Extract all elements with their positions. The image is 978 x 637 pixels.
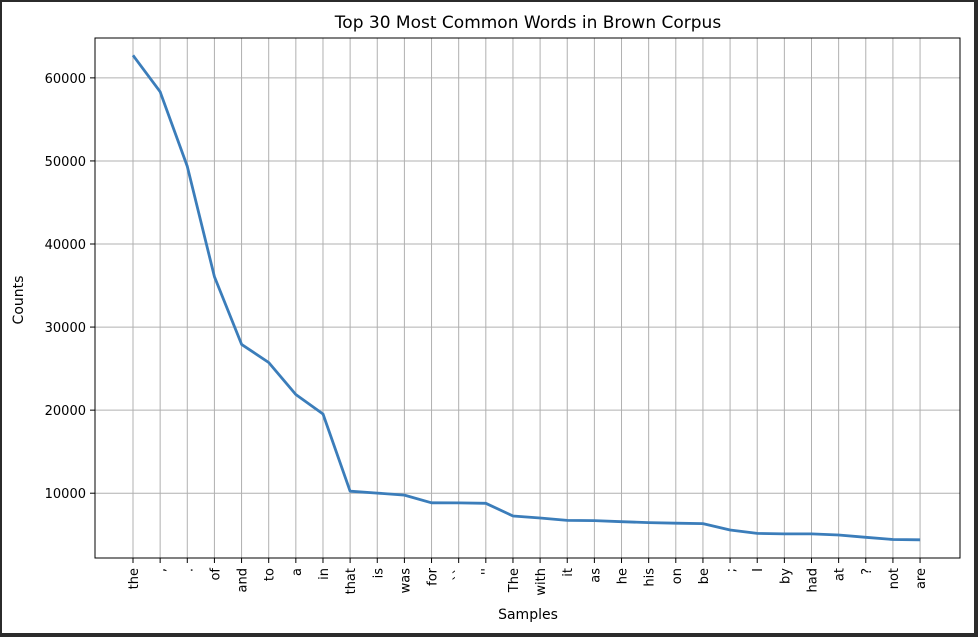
x-tick-label: . (181, 568, 196, 572)
x-tick-label: a (290, 568, 305, 576)
x-tick-label: at (833, 568, 848, 581)
x-tick-label: it (561, 568, 576, 577)
x-tick-label: not (887, 568, 902, 589)
grid-lines (95, 38, 960, 558)
x-tick-label: his (643, 568, 658, 587)
x-tick-label: by (778, 568, 793, 584)
y-tick-label: 50000 (45, 155, 86, 170)
x-tick-label: had (806, 568, 821, 592)
y-tick-label: 30000 (45, 321, 86, 336)
x-tick-label: he (616, 568, 631, 584)
x-tick-label: are (914, 568, 929, 589)
x-tick-label: that (344, 568, 359, 594)
x-tick-label: with (534, 568, 549, 596)
x-tick-label: the (127, 568, 142, 589)
x-tick-label: is (371, 568, 386, 579)
x-tick-label: of (208, 568, 223, 581)
series-line (131, 54, 921, 542)
x-tick-label: to (263, 568, 278, 581)
x-tick-label: ; (724, 568, 739, 572)
x-tick-label: I (751, 568, 766, 572)
ticks: the,. of and to a in that is was for `` '' The with it… (45, 72, 929, 596)
x-tick-label: '' (480, 568, 495, 575)
x-tick-label: , (154, 568, 169, 572)
chart-title: Top 30 Most Common Words in Brown Corpus (334, 13, 722, 33)
x-tick-label: and (236, 568, 251, 592)
y-axis-label: Counts (11, 276, 27, 325)
x-axis-label: Samples (498, 607, 558, 623)
y-tick-label: 60000 (45, 72, 86, 87)
y-tick-label: 20000 (45, 404, 86, 419)
x-tick-label: The (507, 568, 522, 593)
x-tick-label: was (398, 568, 413, 594)
x-tick-label: ? (860, 568, 875, 575)
x-tick-label: as (588, 568, 603, 583)
x-tick-label: in (317, 568, 332, 580)
x-tick-label: `` (453, 568, 468, 581)
y-tick-label: 40000 (45, 238, 86, 253)
x-tick-label: on (670, 568, 685, 584)
plot-frame (94, 37, 961, 559)
x-tick-label: be (697, 568, 712, 584)
x-tick-label: for (426, 567, 441, 586)
y-tick-label: 10000 (45, 487, 86, 502)
